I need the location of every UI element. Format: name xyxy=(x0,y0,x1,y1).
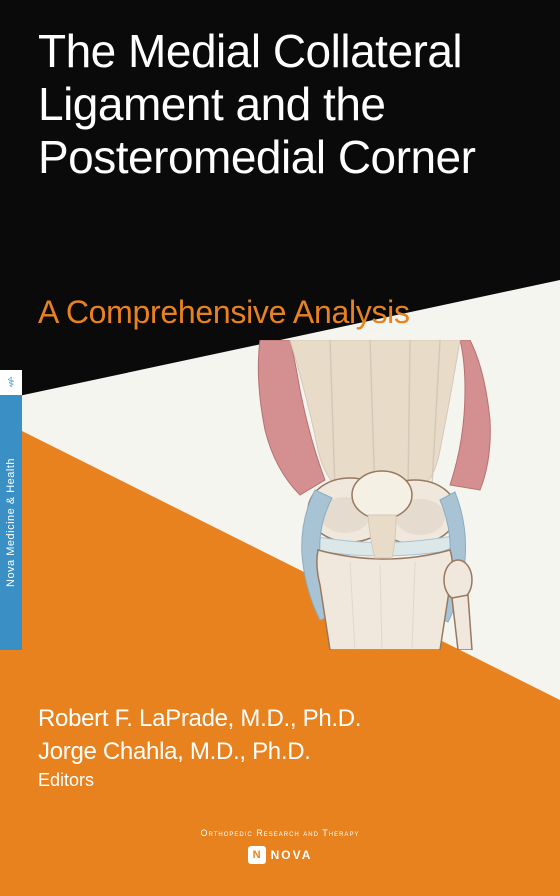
spine-icon-box: ⚕ xyxy=(0,370,22,395)
caduceus-icon: ⚕ xyxy=(7,374,15,391)
spine-series-text: Nova Medicine & Health xyxy=(0,395,22,650)
series-name: Orthopedic Research and Therapy xyxy=(0,828,560,838)
nova-mark-icon: N xyxy=(248,846,266,864)
publisher-name: NOVA xyxy=(271,848,313,862)
author-2: Jorge Chahla, M.D., Ph.D. xyxy=(38,736,361,768)
book-subtitle: A Comprehensive Analysis xyxy=(38,294,410,331)
authors-block: Robert F. LaPrade, M.D., Ph.D. Jorge Cha… xyxy=(38,703,361,791)
knee-anatomy-illustration xyxy=(240,340,520,650)
author-1: Robert F. LaPrade, M.D., Ph.D. xyxy=(38,703,361,735)
spine-label: ⚕ Nova Medicine & Health xyxy=(0,370,22,650)
editors-label: Editors xyxy=(38,770,361,791)
book-title: The Medial Collateral Ligament and the P… xyxy=(38,25,530,184)
footer: Orthopedic Research and Therapy N NOVA xyxy=(0,828,560,864)
publisher-logo: N NOVA xyxy=(0,846,560,864)
